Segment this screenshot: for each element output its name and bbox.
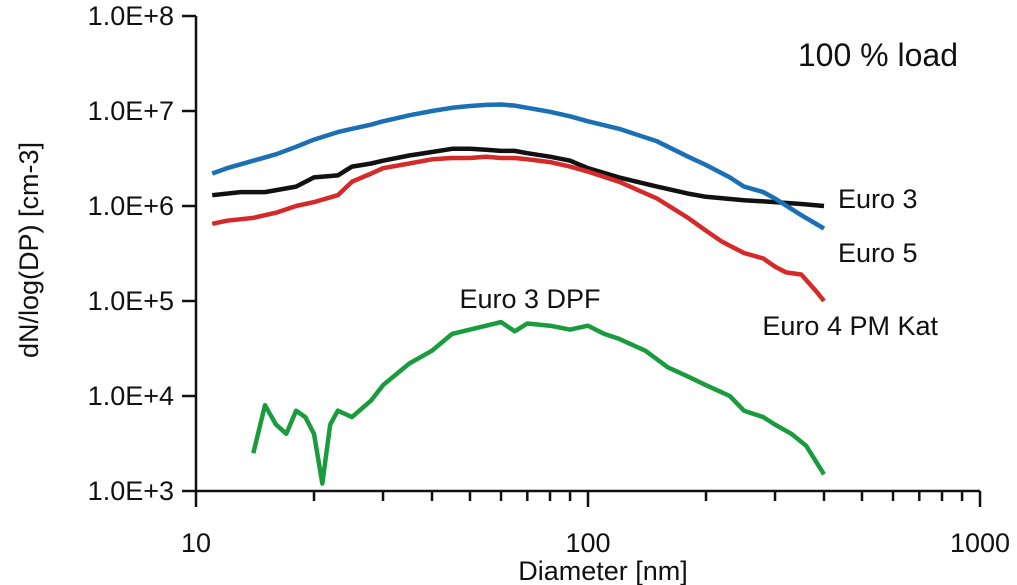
- y-axis-title: dN/log(DP) [cm-3]: [14, 142, 44, 358]
- series-line-euro-5: [211, 102, 826, 231]
- x-tick-label: 10: [181, 528, 211, 558]
- y-tick-label: 1.0E+3: [88, 476, 174, 506]
- series-line-euro-3-dpf: [251, 319, 826, 486]
- series-layer: [211, 102, 826, 486]
- series-label-euro-5: Euro 5: [838, 238, 918, 268]
- y-tick-label: 1.0E+6: [88, 191, 174, 221]
- x-axis-title: Diameter [nm]: [518, 556, 688, 585]
- x-ticks: 10 100 1000: [181, 491, 1010, 558]
- series-line-euro-4-pm-kat: [211, 154, 826, 303]
- y-tick-label: 1.0E+4: [88, 381, 174, 411]
- y-ticks: 1.0E+3 1.0E+4 1.0E+5 1.0E+6 1.0E+7 1.0E+8: [88, 1, 196, 506]
- series-line-euro-3: [211, 146, 825, 209]
- series-label-euro-3: Euro 3: [838, 184, 918, 214]
- load-annotation: 100 % load: [798, 37, 958, 73]
- y-tick-label: 1.0E+8: [88, 1, 174, 31]
- x-tick-label: 100: [565, 528, 610, 558]
- y-tick-label: 1.0E+7: [88, 96, 174, 126]
- series-label-euro-3-dpf: Euro 3 DPF: [459, 284, 600, 314]
- x-tick-label: 1000: [950, 528, 1010, 558]
- series-label-euro-4-pm-kat: Euro 4 PM Kat: [762, 311, 938, 341]
- y-tick-label: 1.0E+5: [88, 286, 174, 316]
- plot-area: 1.0E+31.0E+41.0E+51.0E+61.0E+71.0E+8 10 1…: [88, 1, 1010, 558]
- series-labels: Euro 3 Euro 5 Euro 4 PM Kat Euro 3 DPF: [459, 184, 938, 341]
